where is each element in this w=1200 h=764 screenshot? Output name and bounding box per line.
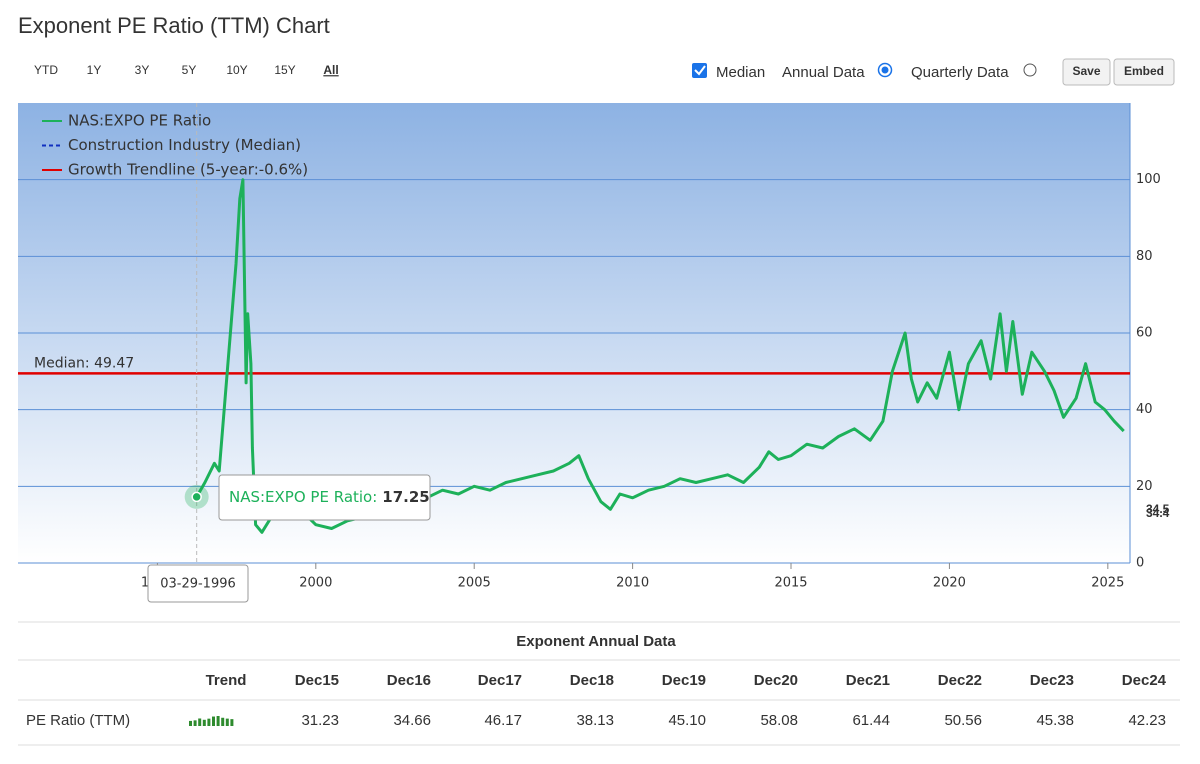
range-button[interactable]: All: [323, 63, 338, 77]
range-button[interactable]: 10Y: [226, 63, 247, 77]
table-header: Dec17: [478, 672, 522, 689]
last-value-label: 34.4: [1146, 506, 1170, 520]
table-header: Dec18: [570, 672, 614, 689]
y-tick-label: 40: [1136, 402, 1153, 417]
y-tick-label: 20: [1136, 479, 1153, 494]
table-value: 34.66: [393, 712, 431, 729]
save-button[interactable]: [1062, 58, 1111, 86]
embed-button[interactable]: [1113, 58, 1175, 86]
tooltip-text: NAS:EXPO PE Ratio: 17.25: [229, 488, 430, 506]
quarterly-radio[interactable]: [1023, 63, 1037, 77]
x-tick-label: 2025: [1091, 576, 1124, 591]
y-tick-label: 80: [1136, 249, 1153, 264]
median-checkbox[interactable]: [692, 63, 707, 78]
legend-label[interactable]: NAS:EXPO PE Ratio: [68, 112, 211, 130]
radio-dot: [881, 66, 889, 74]
table-header: Dec24: [1122, 672, 1167, 689]
table-value: 38.13: [576, 712, 614, 729]
embed-label: Embed: [1124, 64, 1164, 78]
tooltip-value: 17.25: [382, 488, 429, 506]
x-tick-label: 2010: [616, 576, 649, 591]
tooltip-date: 03-29-1996: [160, 577, 236, 592]
trend-bar: [202, 719, 206, 726]
median-label: Median: 49.47: [34, 355, 134, 371]
table-value: 31.23: [301, 712, 339, 729]
y-tick-label: 0: [1136, 556, 1144, 571]
annual-label: Annual Data: [782, 64, 865, 81]
page-title: Exponent PE Ratio (TTM) Chart: [18, 13, 330, 38]
table-value: 46.17: [484, 712, 522, 729]
trend-bar: [225, 718, 229, 726]
table-header: Dec15: [295, 672, 339, 689]
legend-label[interactable]: Construction Industry (Median): [68, 136, 301, 154]
tooltip-series: NAS:EXPO PE Ratio:: [229, 488, 377, 506]
range-button[interactable]: 3Y: [135, 63, 150, 77]
quarterly-label: Quarterly Data: [911, 64, 1009, 81]
table-header: Dec23: [1030, 672, 1074, 689]
table-header: Trend: [206, 672, 247, 689]
table-header: Dec22: [938, 672, 982, 689]
trend-bar: [198, 718, 202, 726]
table-value: 61.44: [852, 712, 890, 729]
controls: Median Annual Data Quarterly Data Save E…: [692, 58, 1175, 86]
table-title: Exponent Annual Data: [516, 633, 676, 650]
trend-bar: [193, 720, 197, 726]
range-button[interactable]: YTD: [34, 63, 58, 77]
table-header: Dec16: [387, 672, 431, 689]
y-tick-label: 100: [1136, 172, 1161, 187]
range-button[interactable]: 1Y: [87, 63, 102, 77]
trend-bar: [221, 717, 225, 726]
range-button[interactable]: 15Y: [274, 63, 295, 77]
trend-bar: [212, 716, 215, 726]
check-icon: [694, 65, 706, 76]
x-tick-label: 2005: [458, 576, 491, 591]
trend-bar: [216, 716, 220, 726]
hover-point: [191, 491, 202, 503]
trend-bar: [207, 718, 211, 726]
trend-bar: [189, 720, 192, 726]
x-tick-label: 2000: [299, 576, 332, 591]
y-tick-label: 60: [1136, 326, 1153, 341]
date-box: [147, 564, 249, 603]
x-tick-label: 2015: [774, 576, 807, 591]
table-value: 42.23: [1128, 712, 1166, 729]
table-value: 58.08: [760, 712, 798, 729]
tooltip-box: [218, 474, 431, 521]
table-header: Dec21: [846, 672, 890, 689]
median-toggle-label: Median: [716, 64, 765, 81]
table-header: Dec19: [662, 672, 706, 689]
save-label: Save: [1072, 64, 1100, 78]
table-header: Dec20: [754, 672, 798, 689]
table-value: 45.10: [668, 712, 706, 729]
row-label: PE Ratio (TTM): [26, 712, 130, 729]
range-button[interactable]: 5Y: [182, 63, 197, 77]
table-value: 50.56: [944, 712, 982, 729]
x-tick-label: 2020: [933, 576, 966, 591]
trendline-end-label: 34.5: [1146, 502, 1170, 516]
trend-bar: [230, 719, 234, 726]
table-value: 45.38: [1036, 712, 1074, 729]
legend-label[interactable]: Growth Trendline (5-year:-0.6%): [68, 161, 308, 179]
